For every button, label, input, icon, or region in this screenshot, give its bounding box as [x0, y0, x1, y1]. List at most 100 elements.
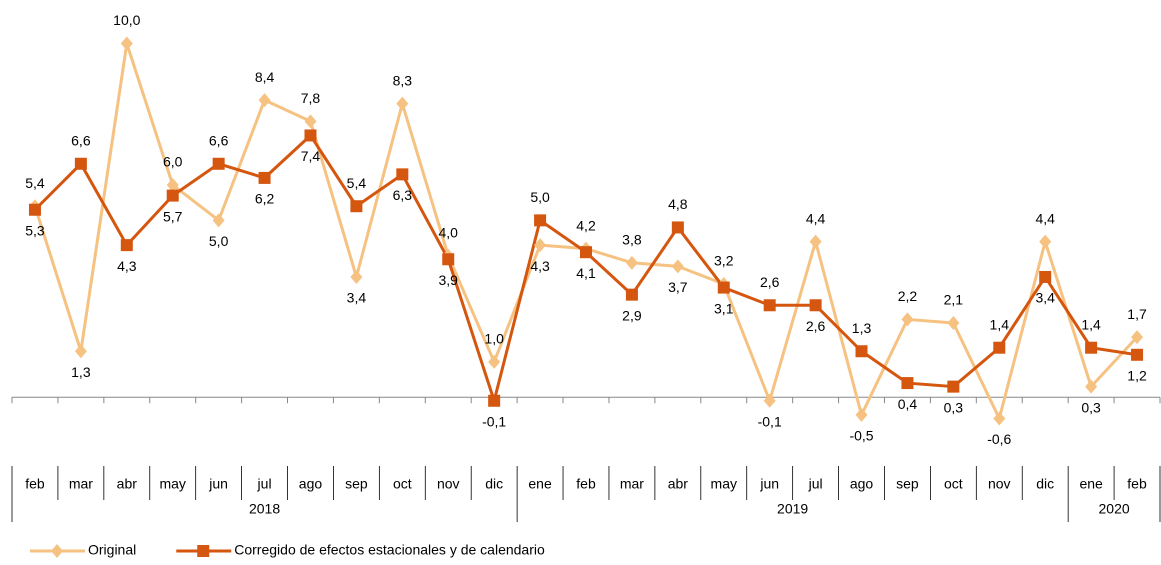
x-tick-label: sep: [345, 476, 368, 492]
point: [120, 239, 133, 252]
value-label: 1,2: [1127, 367, 1147, 383]
point: [855, 345, 868, 358]
point: [212, 157, 225, 170]
point: [763, 393, 776, 408]
x-tick-label: dic: [485, 476, 503, 492]
point: [166, 189, 179, 202]
value-label: 1,4: [1081, 316, 1101, 332]
value-label: 1,3: [71, 364, 91, 380]
legend-label: Original: [88, 542, 136, 558]
x-tick-label: jun: [208, 476, 228, 492]
x-tick-label: feb: [25, 476, 45, 492]
group-label: 2019: [777, 501, 808, 517]
point: [580, 246, 592, 259]
point: [304, 114, 317, 129]
x-tick-label: jul: [257, 476, 272, 492]
value-label: 1,4: [990, 316, 1010, 332]
x-tick-label: sep: [896, 476, 919, 492]
point: [258, 93, 271, 108]
value-label: 1,7: [1127, 306, 1147, 322]
value-label: -0,1: [758, 413, 782, 429]
value-label: 5,0: [530, 189, 550, 205]
point: [258, 171, 271, 184]
point: [396, 96, 409, 111]
point: [717, 281, 730, 294]
group-label: 2020: [1099, 501, 1130, 517]
point: [1131, 330, 1144, 345]
value-label: 5,7: [163, 208, 183, 224]
point: [809, 234, 822, 249]
point: [625, 255, 638, 270]
point: [671, 221, 684, 234]
x-tick-label: dic: [1036, 476, 1054, 492]
x-tick-label: mar: [620, 476, 644, 492]
value-label: -0,5: [849, 428, 873, 444]
point: [74, 344, 87, 359]
x-tick-label: jul: [808, 476, 823, 492]
value-label: 2,6: [806, 318, 826, 334]
value-label: 3,7: [668, 279, 688, 295]
point: [1131, 348, 1144, 361]
x-tick-label: nov: [988, 476, 1011, 492]
x-tick-label: oct: [393, 476, 412, 492]
value-label: -0,6: [987, 431, 1011, 447]
value-label: 0,3: [944, 399, 964, 415]
x-tick-label: feb: [576, 476, 596, 492]
value-label: 5,4: [347, 175, 367, 191]
point: [534, 238, 547, 253]
point: [671, 259, 684, 274]
value-label: 3,4: [1035, 290, 1055, 306]
legend-label: Corregido de efectos estacionales y de c…: [234, 542, 545, 558]
value-label: 8,3: [393, 72, 413, 88]
point: [901, 312, 914, 327]
value-label: 4,4: [1035, 210, 1055, 226]
point: [901, 377, 914, 390]
x-tick-label: oct: [944, 476, 963, 492]
point: [855, 407, 868, 422]
point: [120, 36, 133, 51]
point: [197, 545, 210, 557]
x-tick-label: mar: [69, 476, 93, 492]
x-tick-label: abr: [668, 476, 689, 492]
point: [947, 315, 960, 330]
x-tick-label: ene: [528, 476, 552, 492]
point: [442, 253, 455, 266]
value-label: 6,2: [255, 191, 275, 207]
value-label: 6,6: [71, 132, 91, 148]
point: [212, 213, 225, 228]
x-tick-label: ago: [299, 476, 323, 492]
point: [763, 299, 776, 312]
point: [74, 157, 87, 170]
value-label: 4,2: [576, 217, 596, 233]
point: [993, 411, 1006, 426]
point: [396, 168, 409, 181]
value-label: 6,3: [393, 187, 413, 203]
point: [625, 288, 638, 301]
value-label: 2,6: [760, 274, 780, 290]
value-label: 10,0: [113, 12, 140, 28]
value-label: 3,4: [347, 290, 367, 306]
value-label: 0,4: [898, 396, 918, 412]
value-label: 7,4: [301, 148, 321, 164]
value-label: 6,6: [209, 132, 229, 148]
point: [28, 203, 41, 216]
point: [166, 177, 179, 192]
group-label: 2018: [249, 501, 280, 517]
x-tick-label: jun: [759, 476, 779, 492]
point: [304, 129, 317, 142]
value-label: 2,2: [898, 288, 918, 304]
x-tick-label: may: [711, 476, 737, 492]
value-label: 4,1: [576, 265, 596, 281]
value-label: 8,4: [255, 69, 275, 85]
value-label: -0,1: [482, 413, 506, 429]
value-label: 2,9: [622, 307, 642, 323]
value-label: 5,4: [25, 175, 45, 191]
point: [809, 299, 822, 312]
value-label: 4,3: [530, 258, 550, 274]
x-tick-label: nov: [437, 476, 460, 492]
x-tick-label: feb: [1127, 476, 1147, 492]
value-label: 3,8: [622, 232, 642, 248]
value-label: 3,2: [714, 253, 734, 269]
value-label: 7,8: [301, 90, 321, 106]
